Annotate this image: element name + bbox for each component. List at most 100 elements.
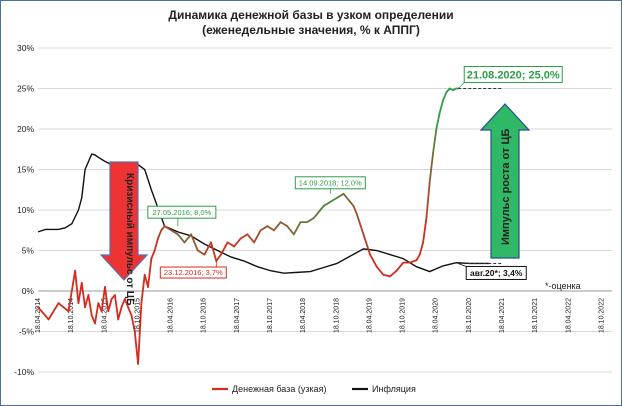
x-tick-label: 18.04.2022: [565, 298, 572, 333]
series-layer: [37, 87, 502, 365]
money-base-segment: [190, 233, 199, 252]
money-base-segment: [123, 298, 130, 309]
money-base-segment: [336, 192, 345, 199]
annotation-box: [147, 205, 217, 219]
x-tick-label: 18.10.2022: [598, 298, 605, 333]
money-base-segment: [438, 99, 444, 114]
money-base-segment: [442, 91, 448, 102]
growth-impulse-label: Импульс роста от ЦБ: [500, 129, 512, 245]
inflation-line: [37, 153, 490, 274]
arrows-layer: Кризисный импульс от ЦБ Импульс роста от …: [99, 103, 531, 305]
y-axis-ticks: -10% -5% 0% 5% 10% 15% 20% 25% 30%: [14, 43, 34, 377]
y-tick-label: 20%: [17, 124, 34, 134]
money-base-segment: [395, 261, 405, 272]
money-base-segment: [130, 314, 136, 333]
money-base-segment: [104, 286, 110, 313]
money-base-segment: [157, 229, 163, 240]
y-tick-label: 0%: [22, 286, 35, 296]
y-tick-label: -5%: [19, 327, 35, 337]
money-base-segment: [210, 241, 218, 262]
money-base-segment: [259, 225, 269, 232]
annotation-leader: [457, 82, 465, 89]
money-base-segment: [220, 241, 229, 256]
money-base-segment: [425, 180, 431, 220]
money-base-segment: [279, 221, 289, 228]
x-tick-label: 18.04.2015: [101, 298, 108, 333]
money-base-segment: [94, 302, 100, 325]
money-base-segment: [273, 221, 282, 232]
money-base-segment: [77, 281, 83, 305]
money-base-segment: [322, 200, 332, 207]
crisis-impulse-arrow: [99, 161, 149, 281]
money-base-segment: [422, 217, 428, 244]
x-tick-label: 18.10.2020: [466, 298, 473, 333]
x-tick-label: 18.04.2020: [433, 298, 440, 333]
x-tick-label: 18.10.2018: [333, 298, 340, 333]
x-tick-label: 18.10.2019: [400, 298, 407, 333]
money-base-segment: [239, 233, 249, 240]
y-tick-label: 5%: [22, 246, 35, 256]
money-base-segment: [342, 192, 352, 203]
money-base-segment: [196, 249, 206, 256]
footnote: *-оценка: [545, 281, 581, 291]
money-base-segment: [215, 253, 222, 262]
money-base-segment: [137, 302, 143, 365]
money-base-segment: [375, 265, 385, 276]
money-base-segment: [113, 294, 120, 321]
money-base-segment: [87, 294, 93, 317]
annotation-label: авг.20*; 3,4%: [470, 268, 523, 278]
money-base-segment: [170, 229, 179, 236]
x-tick-label: 18.04.2019: [366, 298, 373, 333]
money-base-segment: [306, 217, 315, 224]
money-base-segment: [329, 196, 338, 203]
legend: Денежная база (узкая) Инфляция: [212, 384, 416, 394]
annotation-label: 27.05.2016; 8,0%: [152, 208, 211, 217]
money-base-segment: [253, 229, 262, 244]
annotation-label: 21.08.2020; 25,0%: [467, 69, 560, 81]
money-base-segment: [176, 233, 186, 244]
y-tick-label: 10%: [17, 205, 34, 215]
money-base-segment: [408, 259, 418, 264]
money-base-segment: [203, 241, 212, 256]
money-base-segment: [362, 233, 371, 256]
legend-label: Денежная база (узкая): [232, 384, 326, 394]
money-base-segment: [80, 281, 86, 309]
annotation-box: [294, 176, 366, 190]
x-tick-label: 18.04.2014: [35, 298, 42, 333]
annotation-box: [463, 66, 563, 83]
money-base-segment: [435, 111, 441, 130]
money-base-segment: [57, 302, 70, 313]
x-tick-label: 18.10.2017: [267, 298, 274, 333]
annotation-box: [159, 266, 227, 279]
annotation-label: 23.12.2016; 3,7%: [164, 268, 223, 277]
x-tick-label: 18.04.2021: [499, 298, 506, 333]
money-base-segment: [117, 306, 123, 321]
money-base-segment: [418, 241, 424, 256]
money-base-segment: [382, 273, 391, 278]
money-base-segment: [153, 237, 159, 252]
money-base-segment: [150, 249, 156, 260]
money-base-segment: [266, 225, 275, 232]
crisis-impulse-label: Кризисный импульс от ЦБ: [124, 173, 135, 305]
money-base-segment: [226, 241, 236, 248]
x-tick-label: 18.04.2016: [168, 298, 175, 333]
growth-impulse-arrow: [479, 103, 531, 259]
y-tick-label: 30%: [17, 43, 34, 53]
x-tick-label: 18.10.2014: [68, 298, 75, 333]
x-tick-label: 18.04.2018: [300, 298, 307, 333]
money-base-segment: [286, 225, 295, 236]
money-base-segment: [369, 253, 378, 268]
money-base-segment: [140, 273, 146, 305]
money-base-segment: [47, 302, 60, 321]
money-base-segment: [37, 306, 50, 321]
y-tick-label: 25%: [17, 84, 34, 94]
money-base-segment: [246, 233, 255, 244]
money-base-segment: [163, 225, 173, 232]
money-base-segment: [74, 269, 80, 305]
money-base-segment: [127, 306, 133, 317]
money-base-segment: [312, 209, 322, 220]
money-base-segment: [233, 237, 242, 248]
annotation-box: [465, 265, 527, 280]
annotations-layer: 27.05.2016; 8,0% 23.12.2016; 3,7% 14.09.20…: [147, 66, 563, 280]
